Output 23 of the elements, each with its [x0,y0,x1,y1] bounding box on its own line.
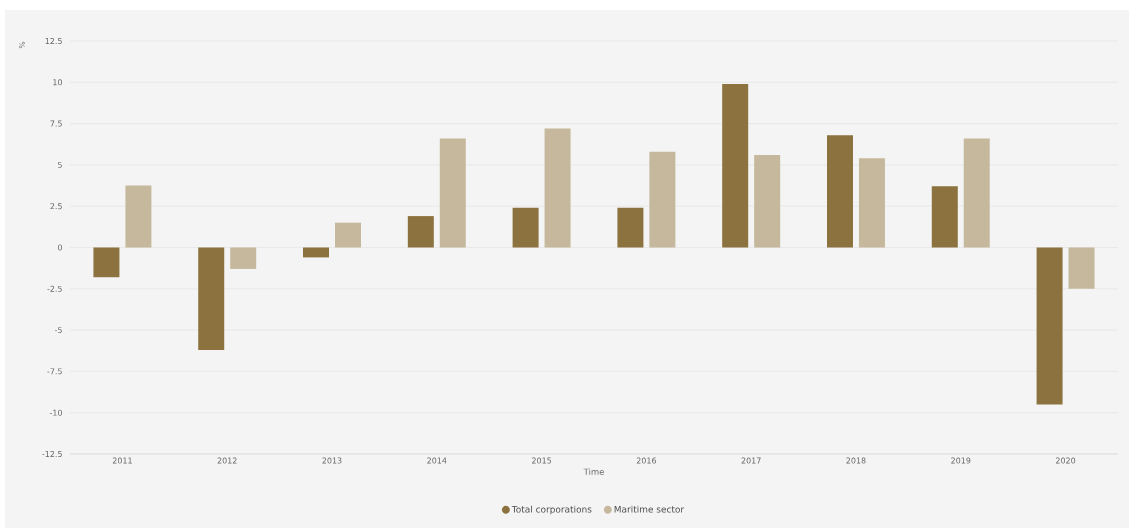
bar [1068,247,1095,289]
bar [963,138,990,248]
bar [649,151,676,248]
bar [754,154,781,248]
bar [617,207,644,248]
bar [544,128,571,248]
bar [1036,247,1063,405]
bar [722,83,749,248]
legend-label: Total corporations [511,505,592,515]
bar [93,247,120,278]
x-axis-title: Time [583,468,604,475]
bar [198,247,225,350]
bar [439,138,466,248]
bar [827,135,853,248]
bar [512,207,539,248]
bar [230,247,257,269]
bar [125,185,152,248]
bar [407,216,434,248]
bar [858,158,885,248]
bar [931,186,958,248]
legend-label: Maritime sector [614,505,685,513]
bar [334,222,361,248]
bar [303,247,330,258]
